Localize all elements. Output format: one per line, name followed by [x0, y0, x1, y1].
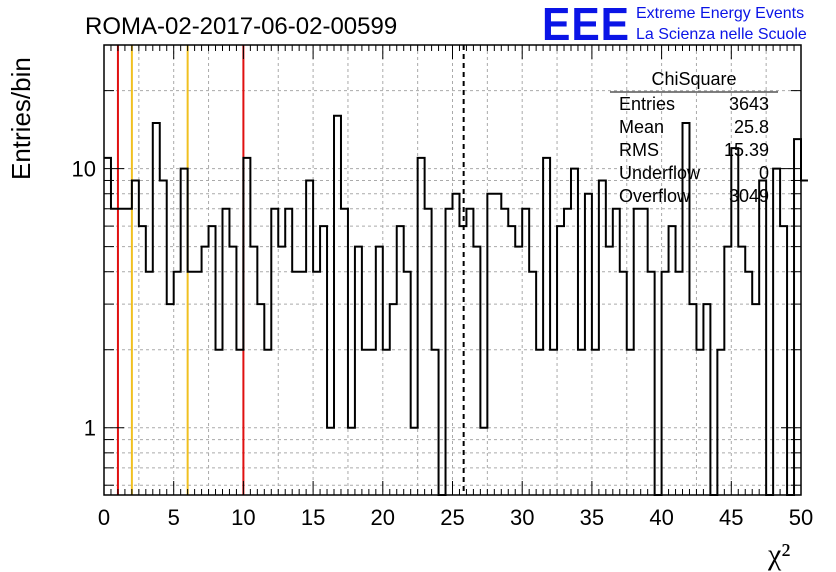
- axis-ticks: 0 5 10 15 20 25 30 35 40 45 50 1 10: [72, 45, 813, 530]
- stats-label: Overflow: [619, 186, 691, 206]
- eee-logo: EEE: [542, 0, 630, 50]
- x-tick-label: 50: [789, 505, 813, 530]
- x-tick-label: 45: [719, 505, 743, 530]
- stats-value: 3049: [729, 186, 769, 206]
- stats-label: Mean: [619, 117, 664, 137]
- x-axis-label: χ²: [767, 538, 790, 571]
- y-tick-label: 10: [72, 157, 96, 182]
- x-tick-label: 20: [371, 505, 395, 530]
- brand-line-1: Extreme Energy Events: [636, 5, 804, 22]
- stats-value: 3643: [729, 94, 769, 114]
- x-tick-label: 25: [440, 505, 464, 530]
- x-tick-label: 40: [649, 505, 673, 530]
- y-tick-label: 1: [84, 416, 96, 441]
- stats-rows: Entries 3643 Mean 25.8 RMS 15.39 Underflow 0 Ove…: [619, 94, 769, 206]
- x-tick-label: 5: [168, 505, 180, 530]
- brand-line-2: La Scienza nelle Scuole: [636, 26, 807, 43]
- x-tick-label: 0: [98, 505, 110, 530]
- x-tick-label: 10: [231, 505, 255, 530]
- stats-label: Entries: [619, 94, 675, 114]
- x-tick-label: 30: [510, 505, 534, 530]
- x-tick-label: 35: [580, 505, 604, 530]
- grid-lines: [104, 45, 801, 495]
- y-axis-label: Entries/bin: [6, 57, 36, 180]
- stats-box: ChiSquare Entries 3643 Mean 25.8 RMS 15.39 Und…: [610, 69, 778, 206]
- histogram-outline: [104, 114, 808, 496]
- stats-value: 15.39: [724, 140, 769, 160]
- stats-label: RMS: [619, 140, 659, 160]
- chart-title: ROMA-02-2017-06-02-00599: [85, 13, 397, 40]
- x-tick-label: 15: [301, 505, 325, 530]
- stats-value: 0: [759, 163, 769, 183]
- stats-value: 25.8: [734, 117, 769, 137]
- stats-label: Underflow: [619, 163, 701, 183]
- stats-title: ChiSquare: [651, 69, 736, 89]
